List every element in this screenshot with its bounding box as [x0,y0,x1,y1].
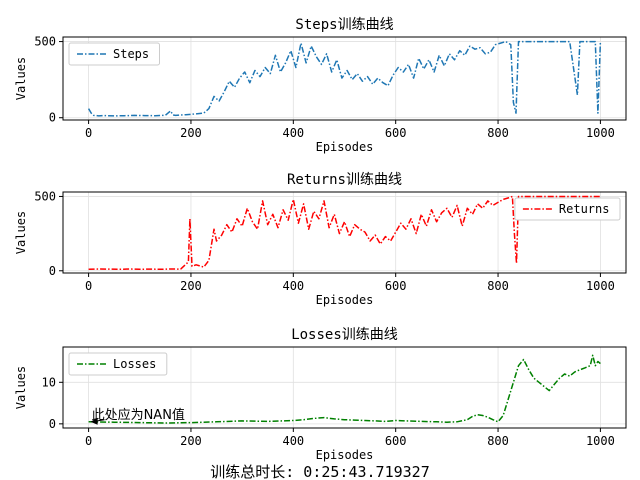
x-tick-label: 400 [282,434,304,448]
legend: Steps [68,42,160,66]
legend-label: Returns [559,202,610,216]
legend-label: Steps [113,47,149,61]
legend-label: Losses [113,357,156,371]
x-tick-label: 600 [385,126,407,140]
x-tick-label: 200 [180,434,202,448]
x-tick-label: 1000 [586,279,615,293]
chart-panel-2: 0 200 400 600 800 1000 0 500 Returns训练曲线 Episodes… [14,172,627,307]
training-duration-footer: 训练总时长: 0:25:43.719327 [210,463,430,480]
y-tick-label: 500 [34,189,56,203]
legend-box [68,352,168,376]
x-tick-label: 800 [487,279,509,293]
legend-box [68,42,160,66]
x-tick-label: 200 [180,126,202,140]
chart-panel-1: 0 200 400 600 800 1000 0 500 Steps训练曲线 Episodes Va… [14,17,627,154]
chart-panel-3: 0 200 400 600 800 1000 0 10 Losses训练曲线 Episodes Va… [14,327,627,462]
series-line-losses [88,354,601,424]
x-tick-label: 0 [85,126,92,140]
chart-title: Losses训练曲线 [291,327,398,343]
legend-box [514,197,621,221]
y-tick-label: 0 [49,417,56,431]
x-tick-label: 1000 [586,434,615,448]
chart-title: Steps训练曲线 [295,17,393,33]
x-tick-label: 800 [487,126,509,140]
x-tick-label: 1000 [586,126,615,140]
x-tick-label: 400 [282,126,304,140]
y-axis-label: Values [14,57,28,100]
x-axis-label: Episodes [316,140,374,154]
y-tick-label: 10 [42,375,56,389]
y-tick-label: 500 [34,35,56,49]
y-tick-label: 0 [49,264,56,278]
y-axis-label: Values [14,366,28,409]
x-axis-label: Episodes [316,293,374,307]
annotation-arrow-head [90,417,98,425]
x-tick-label: 600 [385,434,407,448]
plot-frame [62,191,627,274]
x-tick-label: 200 [180,279,202,293]
x-tick-label: 0 [85,279,92,293]
legend: Losses [68,352,168,376]
legend: Returns [514,197,621,221]
x-axis-label: Episodes [316,448,374,462]
plot-frame [62,346,627,429]
y-tick-label: 0 [49,111,56,125]
x-tick-label: 0 [85,434,92,448]
x-tick-label: 800 [487,434,509,448]
annotation-label: 此处应为NAN值 [92,407,185,423]
y-axis-label: Values [14,211,28,254]
x-tick-label: 600 [385,279,407,293]
x-tick-label: 400 [282,279,304,293]
chart-title: Returns训练曲线 [287,172,402,188]
series-line-returns [88,195,601,271]
plot-frame [62,36,627,121]
series-line-steps [87,40,602,117]
